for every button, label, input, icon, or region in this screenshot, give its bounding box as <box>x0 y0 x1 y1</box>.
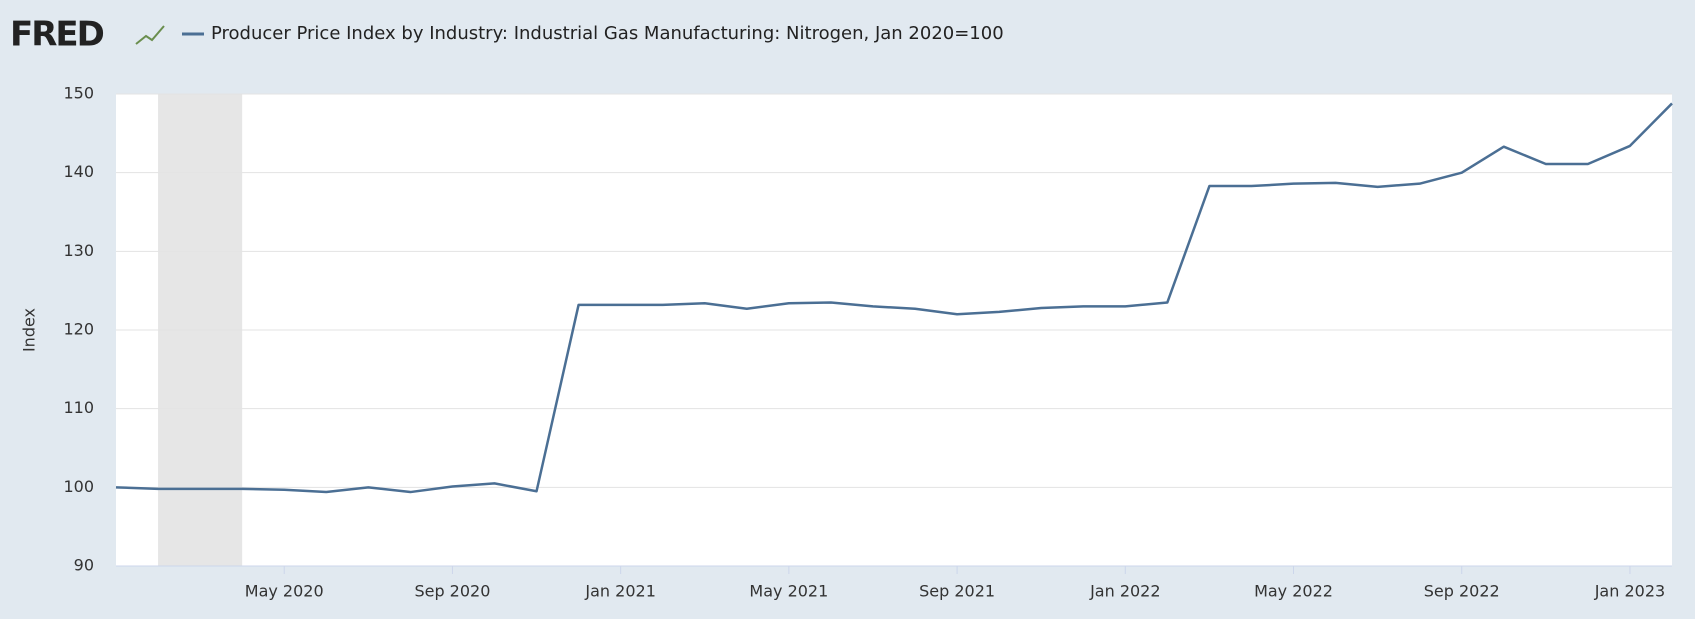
x-tick-label: Jan 2021 <box>584 582 655 601</box>
logo: FRED <box>10 15 104 55</box>
y-tick-label: 140 <box>63 162 94 181</box>
y-axis-label: Index <box>20 308 39 352</box>
x-tick-label: Jan 2023 <box>1594 582 1665 601</box>
x-tick-label: Sep 2020 <box>414 582 490 601</box>
x-tick-label: May 2020 <box>245 582 324 601</box>
x-tick-label: May 2022 <box>1254 582 1333 601</box>
legend-label: Producer Price Index by Industry: Indust… <box>211 23 1004 44</box>
y-tick-label: 130 <box>63 241 94 260</box>
y-tick-label: 100 <box>63 477 94 496</box>
logo-icon <box>135 25 165 45</box>
y-tick-label: 120 <box>63 320 94 339</box>
x-tick-label: Sep 2022 <box>1424 582 1500 601</box>
x-tick-label: Sep 2021 <box>919 582 995 601</box>
series-line <box>115 102 1673 494</box>
x-tick-label: May 2021 <box>749 582 828 601</box>
x-tick-label: Jan 2022 <box>1089 582 1160 601</box>
y-tick-label: 90 <box>74 556 94 575</box>
y-tick-label: 150 <box>63 84 94 103</box>
y-tick-label: 110 <box>63 398 94 417</box>
